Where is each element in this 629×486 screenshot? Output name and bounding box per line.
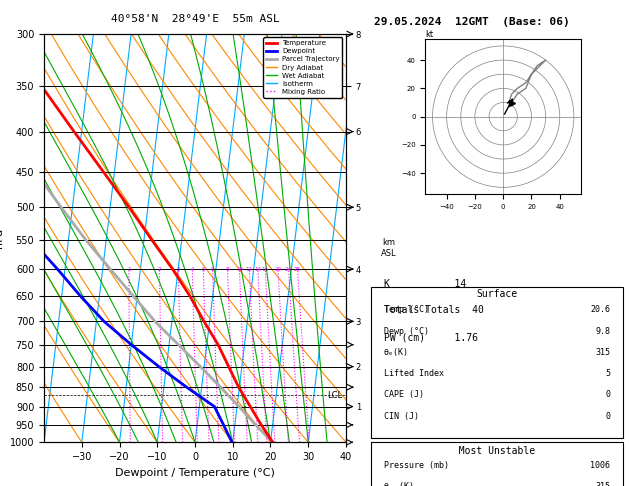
Temperature	[214, 342, 222, 347]
Temperature	[235, 384, 242, 390]
Dewpoint	[100, 318, 108, 324]
Text: 3: 3	[177, 266, 180, 272]
Legend: Temperature, Dewpoint, Parcel Trajectory, Dry Adiabat, Wet Adiabat, Isotherm, Mi: Temperature, Dewpoint, Parcel Trajectory…	[264, 37, 342, 98]
Y-axis label: km
ASL: km ASL	[381, 238, 397, 258]
Text: 9.8: 9.8	[595, 327, 610, 336]
Text: 20.6: 20.6	[590, 306, 610, 314]
Text: 315: 315	[595, 348, 610, 357]
Dewpoint	[211, 403, 218, 409]
Title: 40°58'N  28°49'E  55m ASL: 40°58'N 28°49'E 55m ASL	[111, 14, 279, 24]
Text: 10: 10	[236, 266, 243, 272]
Text: Lifted Index: Lifted Index	[384, 369, 443, 378]
Dewpoint	[220, 422, 227, 428]
Parcel Trajectory	[106, 266, 114, 272]
X-axis label: Dewpoint / Temperature (°C): Dewpoint / Temperature (°C)	[115, 468, 275, 478]
Text: Temp (°C): Temp (°C)	[384, 306, 429, 314]
Parcel Trajectory	[31, 169, 39, 174]
Temperature	[169, 266, 176, 272]
Text: 5: 5	[202, 266, 205, 272]
Line: Parcel Trajectory: Parcel Trajectory	[0, 34, 273, 442]
Text: 20: 20	[274, 266, 282, 272]
Temperature	[99, 169, 107, 174]
Parcel Trajectory	[130, 293, 137, 299]
Text: θₑ (K): θₑ (K)	[384, 482, 414, 486]
Dewpoint	[155, 364, 163, 369]
Text: kt: kt	[425, 30, 433, 39]
Parcel Trajectory	[197, 364, 204, 369]
Text: 16: 16	[262, 266, 269, 272]
Parcel Trajectory	[82, 237, 89, 243]
Line: Dewpoint: Dewpoint	[0, 34, 232, 442]
Temperature	[269, 439, 277, 445]
Parcel Trajectory	[252, 422, 259, 428]
Dewpoint	[27, 237, 35, 243]
Text: 14: 14	[254, 266, 261, 272]
Temperature	[148, 237, 155, 243]
Parcel Trajectory	[175, 342, 182, 347]
Text: 0: 0	[605, 390, 610, 399]
Text: 29.05.2024  12GMT  (Base: 06): 29.05.2024 12GMT (Base: 06)	[374, 17, 570, 27]
Text: θₑ(K): θₑ(K)	[384, 348, 409, 357]
Text: 1006: 1006	[590, 461, 610, 469]
Dewpoint	[12, 204, 19, 210]
Temperature	[70, 129, 78, 135]
Temperature	[257, 422, 265, 428]
Dewpoint	[0, 169, 5, 174]
FancyBboxPatch shape	[371, 287, 623, 438]
Text: 24: 24	[285, 266, 292, 272]
Text: K           14: K 14	[384, 279, 466, 289]
Text: CAPE (J): CAPE (J)	[384, 390, 424, 399]
Dewpoint	[183, 384, 191, 390]
Text: Surface: Surface	[476, 289, 518, 299]
Text: PW (cm)     1.76: PW (cm) 1.76	[384, 332, 477, 342]
Dewpoint	[228, 439, 236, 445]
Temperature	[186, 293, 194, 299]
Parcel Trajectory	[6, 129, 14, 135]
Dewpoint	[53, 266, 61, 272]
Y-axis label: hPa: hPa	[0, 228, 4, 248]
Parcel Trajectory	[217, 384, 225, 390]
Temperature	[125, 204, 133, 210]
Parcel Trajectory	[151, 318, 159, 324]
Temperature	[38, 84, 45, 89]
Text: 315: 315	[595, 482, 610, 486]
Text: 12: 12	[246, 266, 253, 272]
Temperature	[14, 31, 21, 37]
Text: Totals Totals  40: Totals Totals 40	[384, 306, 484, 315]
Line: Temperature: Temperature	[18, 34, 273, 442]
Text: 6: 6	[211, 266, 214, 272]
Text: 2: 2	[158, 266, 161, 272]
Text: CIN (J): CIN (J)	[384, 412, 419, 421]
Text: Dewp (°C): Dewp (°C)	[384, 327, 429, 336]
Text: 5: 5	[605, 369, 610, 378]
Temperature	[225, 364, 233, 369]
Text: Most Unstable: Most Unstable	[447, 446, 547, 456]
Dewpoint	[77, 293, 84, 299]
Parcel Trajectory	[57, 204, 65, 210]
Parcel Trajectory	[235, 403, 243, 409]
Text: 1: 1	[127, 266, 131, 272]
Parcel Trajectory	[269, 439, 277, 445]
Temperature	[200, 318, 208, 324]
Text: Pressure (mb): Pressure (mb)	[384, 461, 448, 469]
Text: 4: 4	[191, 266, 194, 272]
FancyBboxPatch shape	[371, 442, 623, 486]
Temperature	[247, 403, 254, 409]
Text: 28: 28	[294, 266, 301, 272]
Text: 0: 0	[605, 412, 610, 421]
Text: LCL: LCL	[327, 391, 342, 399]
Dewpoint	[128, 342, 135, 347]
Text: 8: 8	[226, 266, 230, 272]
